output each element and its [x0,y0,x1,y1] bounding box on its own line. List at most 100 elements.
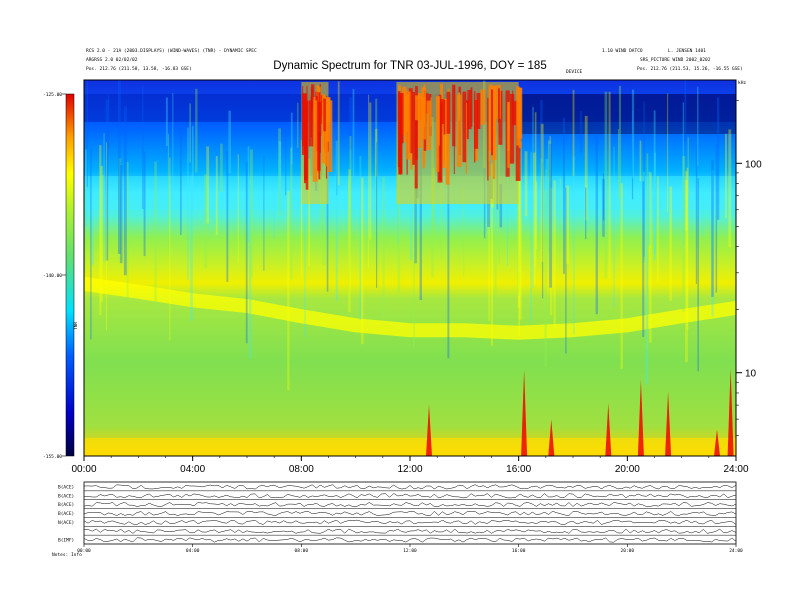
texture-streak [685,171,688,231]
y-tick-label: 100 [745,159,762,170]
info-right-line-3: SRS_PICTURE WIND 2002_0202 [640,57,711,63]
burst-streak [323,98,326,132]
texture-streak [613,146,615,307]
texture-streak [702,187,704,237]
burst-streak [491,85,497,160]
burst-streak [326,98,330,142]
burst-streak [319,95,325,117]
burst-streak [426,100,432,151]
burst-streak [312,100,318,182]
texture-streak [697,86,699,166]
texture-streak [685,179,688,363]
burst-streak [491,89,493,156]
burst-streak [310,87,313,111]
burst-streak [452,84,456,147]
texture-streak [297,102,299,148]
texture-streak [368,94,370,268]
burst-streak [415,95,421,121]
texture-streak [187,127,189,280]
texture-streak [697,178,699,372]
info-right-line-1: 1.10 WIND DATCO [602,48,643,54]
burst-streak [420,96,426,127]
burst-streak [465,103,468,174]
texture-streak [682,156,686,312]
texture-streak [494,132,497,303]
late-dark-region [518,94,736,134]
texture-streak [565,187,567,354]
texture-streak [711,160,714,297]
texture-streak [563,117,565,274]
texture-streak [180,123,182,235]
burst-streak [308,100,312,147]
texture-streak [226,151,229,282]
burst-streak [476,92,481,129]
texture-streak [534,112,537,267]
texture-streak [535,181,538,249]
texture-streak [532,106,534,289]
row-trace [83,537,737,543]
texture-streak [686,167,689,330]
bottom-x-tick-label: 12:00 [403,548,417,554]
texture-streak [517,151,521,308]
texture-streak [585,187,587,240]
row-label: N(ACE) [58,520,74,526]
texture-streak [376,142,378,288]
texture-streak [102,174,104,233]
x-tick-label: 00:00 [71,464,96,475]
spike [727,368,734,456]
texture-streak [375,98,378,245]
texture-streak [191,125,194,212]
texture-streak [348,169,351,313]
burst-streak [304,96,307,184]
texture-streak [687,137,689,197]
texture-streak [643,171,646,263]
row-trace [83,528,737,534]
texture-streak [530,151,532,323]
texture-streak [375,128,378,177]
burst-streak [415,86,418,160]
texture-streak [646,153,649,350]
texture-streak [215,156,218,235]
texture-streak [99,145,102,315]
y-tick-label: 10 [745,369,757,380]
burst-streak [443,100,447,135]
texture-streak [608,91,611,279]
texture-streak [684,80,687,142]
burst-streak [488,84,493,152]
texture-streak [654,152,656,255]
texture-streak [118,157,121,263]
texture-streak [602,179,605,237]
texture-streak [190,175,193,321]
colorbar-side-label: TNR [73,322,79,330]
burst-streak [462,91,467,163]
texture-streak [278,141,282,214]
burst-streak [498,88,500,123]
texture-streak [90,148,92,340]
burst-streak [439,84,443,108]
marker-label: DEVICE [566,69,583,75]
spike [605,403,612,456]
burst-streak [465,100,469,140]
row-trace [83,519,737,525]
units-label: kHz [738,80,746,86]
texture-streak [300,140,303,279]
texture-streak [715,143,718,293]
bottom-x-tick-label: 16:00 [512,548,526,554]
texture-streak [669,186,673,301]
burst-streak [327,100,333,172]
burst-streak [311,101,314,147]
colorbar [65,93,75,457]
spike [637,379,644,456]
burst-streak [408,88,413,154]
texture-streak [189,103,191,163]
texture-streak [645,192,649,385]
texture-streak [172,93,174,198]
texture-streak [348,180,350,310]
texture-streak [631,89,635,179]
burst-streak [313,97,316,123]
spike [714,429,720,456]
spike [521,369,528,456]
texture-streak [349,136,352,256]
texture-streak [154,161,157,311]
burst-streak [509,93,515,164]
